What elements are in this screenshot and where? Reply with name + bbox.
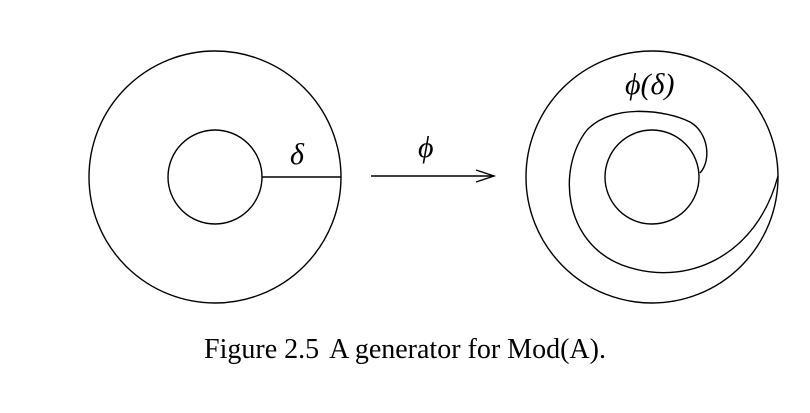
phi-delta-label: ϕ(δ) [625,68,674,101]
phi-label: ϕ [418,131,434,164]
phi-arrow [371,169,497,183]
arrow-head [475,169,497,183]
left-annulus [88,50,342,304]
twisted-arc [568,110,779,274]
figure-caption: Figure 2.5 A generator for Mod(A). [0,330,810,370]
right-annulus [525,50,779,304]
caption-number: Figure 2.5 [204,334,320,365]
left-inner-circle [167,129,263,225]
figure-diagram: δ ϕ ϕ(δ) [88,50,779,304]
right-inner-circle [604,129,700,225]
delta-label: δ [290,138,305,171]
caption-text: A generator for Mod(A). [329,334,606,365]
